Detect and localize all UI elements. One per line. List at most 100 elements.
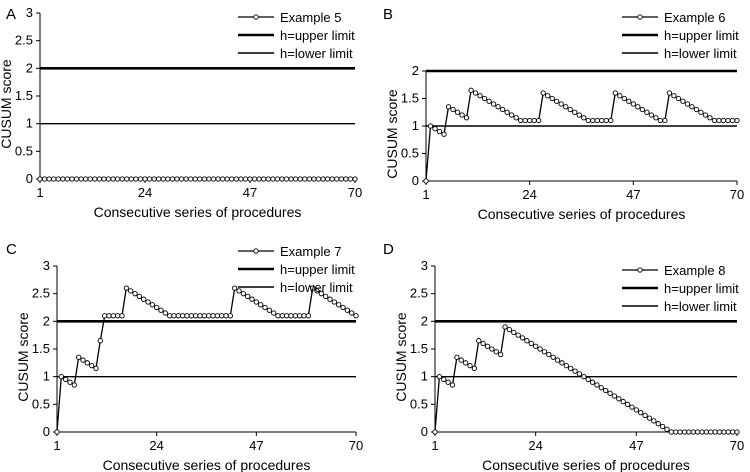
- legend: Example 6 h=upper limit h=lower limit: [622, 10, 739, 61]
- data-point: [515, 332, 521, 338]
- data-point: [594, 382, 600, 388]
- x-tick-label: 70: [730, 187, 744, 202]
- data-point: [432, 429, 438, 435]
- x-tick-label: 47: [626, 187, 640, 202]
- data-point: [546, 351, 552, 358]
- legend-lower-label: h=lower limit: [664, 46, 737, 61]
- x-tick-label: 24: [522, 187, 536, 202]
- data-point: [311, 176, 317, 182]
- data-point: [275, 313, 281, 319]
- series-line: [425, 89, 737, 182]
- data-point: [240, 291, 246, 297]
- data-point: [210, 176, 217, 182]
- data-point: [119, 313, 125, 319]
- data-point: [343, 176, 349, 182]
- data-point: [310, 285, 316, 291]
- data-point: [493, 349, 499, 355]
- data-point: [644, 109, 650, 115]
- data-point: [725, 117, 731, 124]
- data-point: [92, 176, 98, 182]
- data-point: [87, 176, 93, 182]
- data-point: [256, 176, 262, 182]
- data-point: [128, 176, 134, 182]
- data-point: [611, 393, 618, 399]
- data-point: [528, 340, 534, 347]
- data-point: [188, 176, 194, 182]
- data-point: [536, 117, 542, 124]
- data-point: [180, 313, 186, 319]
- data-point: [84, 360, 90, 366]
- data-point: [89, 362, 95, 369]
- data-point: [563, 104, 569, 110]
- data-point: [114, 176, 121, 182]
- data-point: [541, 349, 548, 355]
- y-tick-label: 0.5: [401, 146, 419, 161]
- data-point: [677, 429, 683, 435]
- data-point: [620, 398, 626, 405]
- data-point: [629, 404, 635, 410]
- data-point: [227, 313, 233, 319]
- data-point: [297, 313, 303, 319]
- y-tick-label: 1.5: [401, 91, 419, 106]
- panel-label: A: [6, 6, 16, 23]
- x-tick-label: 1: [431, 438, 438, 453]
- data-point: [716, 429, 723, 435]
- data-point: [324, 176, 331, 182]
- data-point: [599, 117, 605, 124]
- data-point: [349, 310, 355, 316]
- data-point: [576, 112, 582, 118]
- data-point: [306, 176, 312, 182]
- data-point: [51, 176, 57, 182]
- legend-series-label: Example 7: [280, 244, 341, 259]
- data-point: [271, 310, 277, 316]
- data-point: [481, 95, 488, 102]
- data-point: [115, 313, 121, 319]
- data-point: [699, 429, 705, 435]
- legend: Example 7 h=upper limit h=lower limit: [238, 244, 355, 295]
- data-point: [668, 429, 674, 435]
- data-point: [495, 104, 501, 110]
- data-point: [151, 176, 157, 182]
- data-point: [693, 106, 700, 113]
- x-tick-label: 1: [36, 185, 43, 200]
- data-point: [576, 371, 583, 377]
- data-point: [302, 176, 308, 182]
- data-point: [156, 176, 162, 182]
- data-point: [462, 360, 469, 366]
- data-point: [445, 104, 452, 110]
- data-point: [274, 176, 281, 182]
- data-point: [334, 176, 340, 182]
- data-point: [265, 176, 271, 182]
- legend-series-label: Example 5: [280, 10, 341, 25]
- data-point: [71, 382, 77, 388]
- data-point: [192, 176, 198, 182]
- data-point: [559, 360, 565, 366]
- data-point: [572, 368, 578, 374]
- data-point: [436, 374, 443, 380]
- data-point: [673, 429, 679, 435]
- data-point: [347, 176, 354, 182]
- chart-panel-d: D 0 0.5 1 1.5 2 2.5 3 1 24 47 70 Consecutive series …: [383, 241, 744, 472]
- data-point: [690, 429, 696, 435]
- data-point: [183, 176, 189, 182]
- data-point: [694, 429, 701, 435]
- data-point: [454, 354, 460, 360]
- y-tick-label: 0: [26, 171, 33, 186]
- data-point: [648, 112, 655, 118]
- x-tick-label: 47: [243, 185, 257, 200]
- data-point: [729, 429, 736, 435]
- data-point: [624, 401, 631, 407]
- data-point: [253, 299, 259, 305]
- data-point: [197, 313, 203, 319]
- y-tick-label: 1: [421, 369, 428, 384]
- data-point: [480, 340, 486, 347]
- data-point: [432, 126, 438, 132]
- data-point: [471, 365, 478, 372]
- data-point: [314, 288, 320, 294]
- data-point: [69, 176, 75, 182]
- data-point: [436, 128, 443, 135]
- x-tick-label: 70: [730, 438, 744, 453]
- data-point: [233, 176, 239, 182]
- data-point: [210, 313, 216, 319]
- data-point: [558, 101, 564, 107]
